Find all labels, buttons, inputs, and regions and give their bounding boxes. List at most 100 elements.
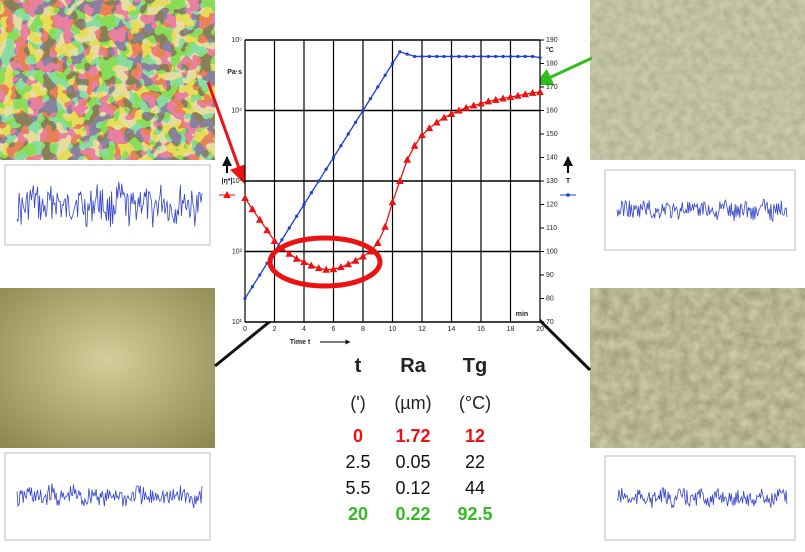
- micrograph: [0, 288, 215, 448]
- data-point: [435, 54, 439, 59]
- profile-frame: [604, 169, 796, 251]
- profile-trace: [16, 181, 203, 228]
- data-point: [388, 198, 397, 206]
- table-cell: 44: [465, 478, 485, 498]
- data-point: [521, 90, 530, 98]
- y-tick-label: 10¹: [232, 319, 243, 326]
- data-point: [270, 236, 279, 244]
- x-tick-label: 12: [418, 326, 426, 333]
- x-tick-label: 8: [361, 326, 365, 333]
- data-point: [410, 141, 419, 149]
- y2-tick-label: 180: [546, 60, 558, 67]
- x-tick-label: 10: [389, 326, 397, 333]
- data-point: [302, 202, 306, 207]
- x-unit: min: [516, 311, 528, 318]
- data-point: [425, 124, 434, 132]
- table-header: t: [355, 355, 362, 377]
- x-tick-label: 18: [507, 326, 515, 333]
- x-tick-label: 2: [273, 326, 277, 333]
- data-point: [346, 132, 350, 136]
- x-tick-label: 4: [302, 326, 306, 333]
- y2-tick-label: 140: [546, 154, 558, 161]
- profile-frame: [4, 452, 211, 541]
- data-point: [331, 155, 336, 160]
- data-point: [344, 260, 353, 268]
- data-point: [255, 215, 264, 223]
- y-unit: Pa·s: [227, 69, 242, 76]
- x-tick-label: 6: [332, 326, 336, 333]
- table-cell: 20: [348, 504, 368, 524]
- data-point: [538, 56, 542, 60]
- data-point: [376, 85, 380, 89]
- profile-trace: [616, 198, 788, 223]
- data-point: [484, 97, 493, 105]
- data-point: [241, 193, 249, 201]
- x-tick-label: 20: [536, 326, 544, 333]
- data-point: [506, 93, 515, 101]
- data-point: [359, 252, 367, 260]
- legend-label: T: [566, 178, 571, 185]
- data-point: [258, 273, 262, 277]
- data-point: [373, 238, 382, 246]
- y-tick-label: 10²: [232, 248, 243, 255]
- data-point: [263, 226, 271, 234]
- data-point: [368, 97, 372, 101]
- data-point: [479, 54, 483, 59]
- data-point: [295, 214, 299, 218]
- data-point: [477, 99, 485, 107]
- data-point: [307, 261, 316, 269]
- y2-tick-label: 120: [546, 201, 558, 208]
- data-point: [491, 95, 500, 103]
- data-point: [317, 179, 321, 183]
- y2-tick-label: 190: [546, 37, 558, 44]
- table-unit: ('): [350, 393, 365, 413]
- data-point: [309, 191, 313, 195]
- data-point: [339, 144, 343, 148]
- legend-marker: [566, 193, 570, 197]
- table: t Ra Tg (') (µm) (°C) 0 1.72 12 2.5 0.05 22 5.5 0.12 4…: [345, 355, 492, 524]
- table-cell: 0: [353, 426, 363, 446]
- y2-unit: °C: [546, 46, 554, 54]
- data-point: [329, 265, 338, 273]
- data-point: [354, 120, 358, 124]
- data-point: [432, 118, 441, 126]
- data-point: [523, 54, 527, 59]
- data-point: [243, 296, 247, 301]
- data-point: [405, 52, 409, 56]
- data-point: [462, 103, 471, 111]
- y2-tick-label: 110: [546, 225, 557, 232]
- table-cell: 2.5: [345, 452, 370, 472]
- data-point: [420, 54, 424, 59]
- data-point: [381, 222, 389, 230]
- data-point: [398, 50, 402, 54]
- data-point: [413, 54, 417, 59]
- highlight-ellipse: [267, 235, 383, 289]
- y-tick-label: 10³: [232, 178, 243, 185]
- data-point: [285, 249, 294, 257]
- y2-tick-label: 100: [546, 248, 558, 255]
- data-point: [472, 54, 476, 59]
- data-point: [457, 54, 461, 59]
- table-header: Tg: [463, 355, 487, 377]
- data-point: [514, 91, 522, 99]
- data-point: [536, 88, 544, 96]
- table-cell: 0.22: [395, 504, 430, 524]
- chart: 0 2 4 6 8 10 12 14 16 18 20 10¹ 10² 10³ 10⁴ 10⁵ 70 80 90 10…: [219, 37, 576, 346]
- y2-tick-label: 160: [546, 107, 558, 114]
- data-point: [351, 256, 360, 264]
- data-point: [427, 54, 431, 59]
- data-point: [442, 54, 446, 59]
- data-point: [494, 54, 498, 59]
- y2-tick-label: 130: [546, 178, 558, 185]
- data-point: [314, 264, 323, 272]
- table-cell: 0.12: [395, 478, 430, 498]
- y2-tick-label: 70: [546, 319, 554, 326]
- x-tick-label: 0: [243, 326, 247, 333]
- data-point: [501, 54, 505, 59]
- y-tick-label: 10⁵: [231, 37, 242, 44]
- data-point: [383, 73, 387, 77]
- profile-trace: [16, 483, 203, 509]
- table-cell: 12: [465, 426, 485, 446]
- table-cell: 92.5: [457, 504, 492, 524]
